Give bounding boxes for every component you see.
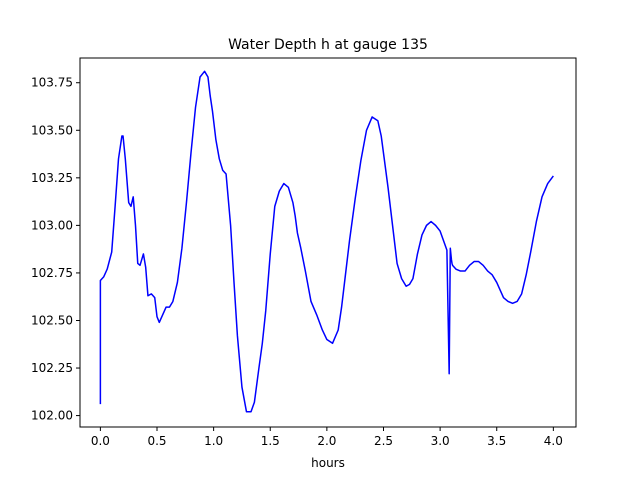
y-tick-label: 103.25 [31, 171, 73, 185]
x-tick-label: 0.0 [91, 434, 110, 448]
plot-frame [79, 57, 577, 428]
x-tick-label: 1.5 [261, 434, 280, 448]
y-axis: 102.00 102.25 102.50 102.75 103.00 103.25 103.… [31, 76, 80, 423]
chart-title: Water Depth h at gauge 135 [228, 37, 428, 53]
y-tick-label: 103.50 [31, 123, 73, 137]
y-tick-label: 102.25 [31, 361, 73, 375]
x-axis-label: hours [311, 456, 345, 470]
x-tick-label: 2.0 [317, 434, 336, 448]
x-tick-label: 3.5 [487, 434, 506, 448]
y-tick-label: 102.75 [31, 266, 73, 280]
y-tick-label: 103.75 [31, 76, 73, 90]
x-axis: 0.0 0.5 1.0 1.5 2.0 2.5 3.0 3.5 4.0 [91, 427, 563, 448]
x-tick-label: 0.5 [147, 434, 166, 448]
y-tick-label: 103.00 [31, 218, 73, 232]
x-tick-label: 1.0 [204, 434, 223, 448]
series-line [99, 70, 554, 413]
x-tick-label: 4.0 [544, 434, 563, 448]
x-tick-label: 2.5 [374, 434, 393, 448]
x-tick-label: 3.0 [431, 434, 450, 448]
y-tick-label: 102.00 [31, 409, 73, 423]
y-tick-label: 102.50 [31, 313, 73, 327]
